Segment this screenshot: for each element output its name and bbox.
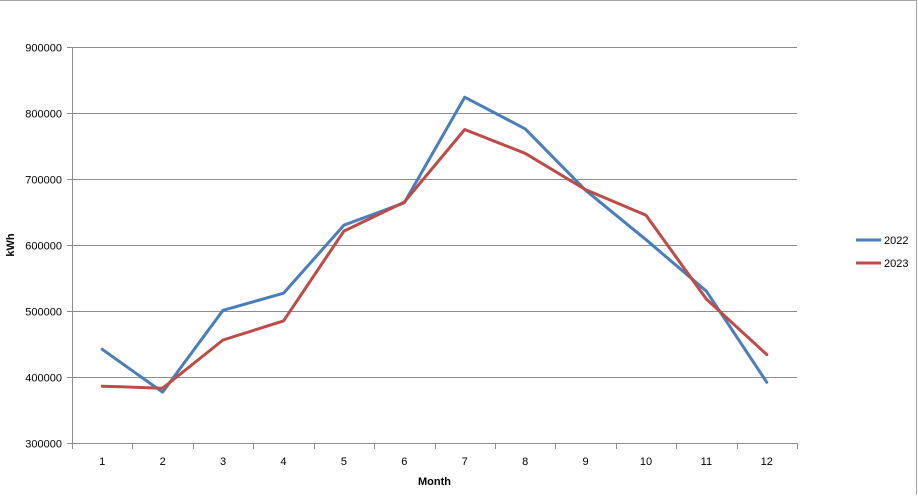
y-axis-title: kWh (5, 233, 17, 257)
x-tick-label: 7 (462, 456, 468, 468)
x-tick-label: 8 (522, 456, 528, 468)
x-tick-labels: 1 2 3 4 5 6 7 8 9 10 11 12 (99, 456, 773, 468)
legend: 2022 2023 (856, 235, 908, 270)
x-tick-label: 3 (220, 456, 226, 468)
y-tick-label: 400000 (25, 373, 62, 385)
y-tick-label: 600000 (25, 241, 62, 253)
y-tick-labels: 300000 400000 500000 600000 700000 800000 9000… (25, 43, 62, 451)
x-tick-label: 2 (160, 456, 166, 468)
series-lines (100, 95, 769, 394)
y-tick-label: 800000 (25, 109, 62, 121)
y-tick-label: 700000 (25, 175, 62, 187)
y-tick-label: 300000 (25, 439, 62, 451)
x-tick-label: 12 (761, 456, 773, 468)
y-tick-label: 500000 (25, 307, 62, 319)
x-tick-label: 4 (280, 456, 286, 468)
x-tick-label: 10 (640, 456, 652, 468)
axes (67, 47, 798, 449)
legend-label: 2023 (884, 258, 908, 270)
x-tick-label: 6 (401, 456, 407, 468)
series-line-2023 (100, 128, 769, 390)
x-tick-label: 5 (341, 456, 347, 468)
series-line-2022 (100, 95, 769, 394)
legend-label: 2022 (884, 235, 908, 247)
x-tick-label: 1 (99, 456, 105, 468)
x-tick-label: 9 (582, 456, 588, 468)
x-tick-label: 11 (701, 456, 712, 468)
y-tick-label: 900000 (25, 43, 62, 55)
x-axis-title: Month (418, 476, 451, 488)
gridlines (72, 47, 797, 378)
